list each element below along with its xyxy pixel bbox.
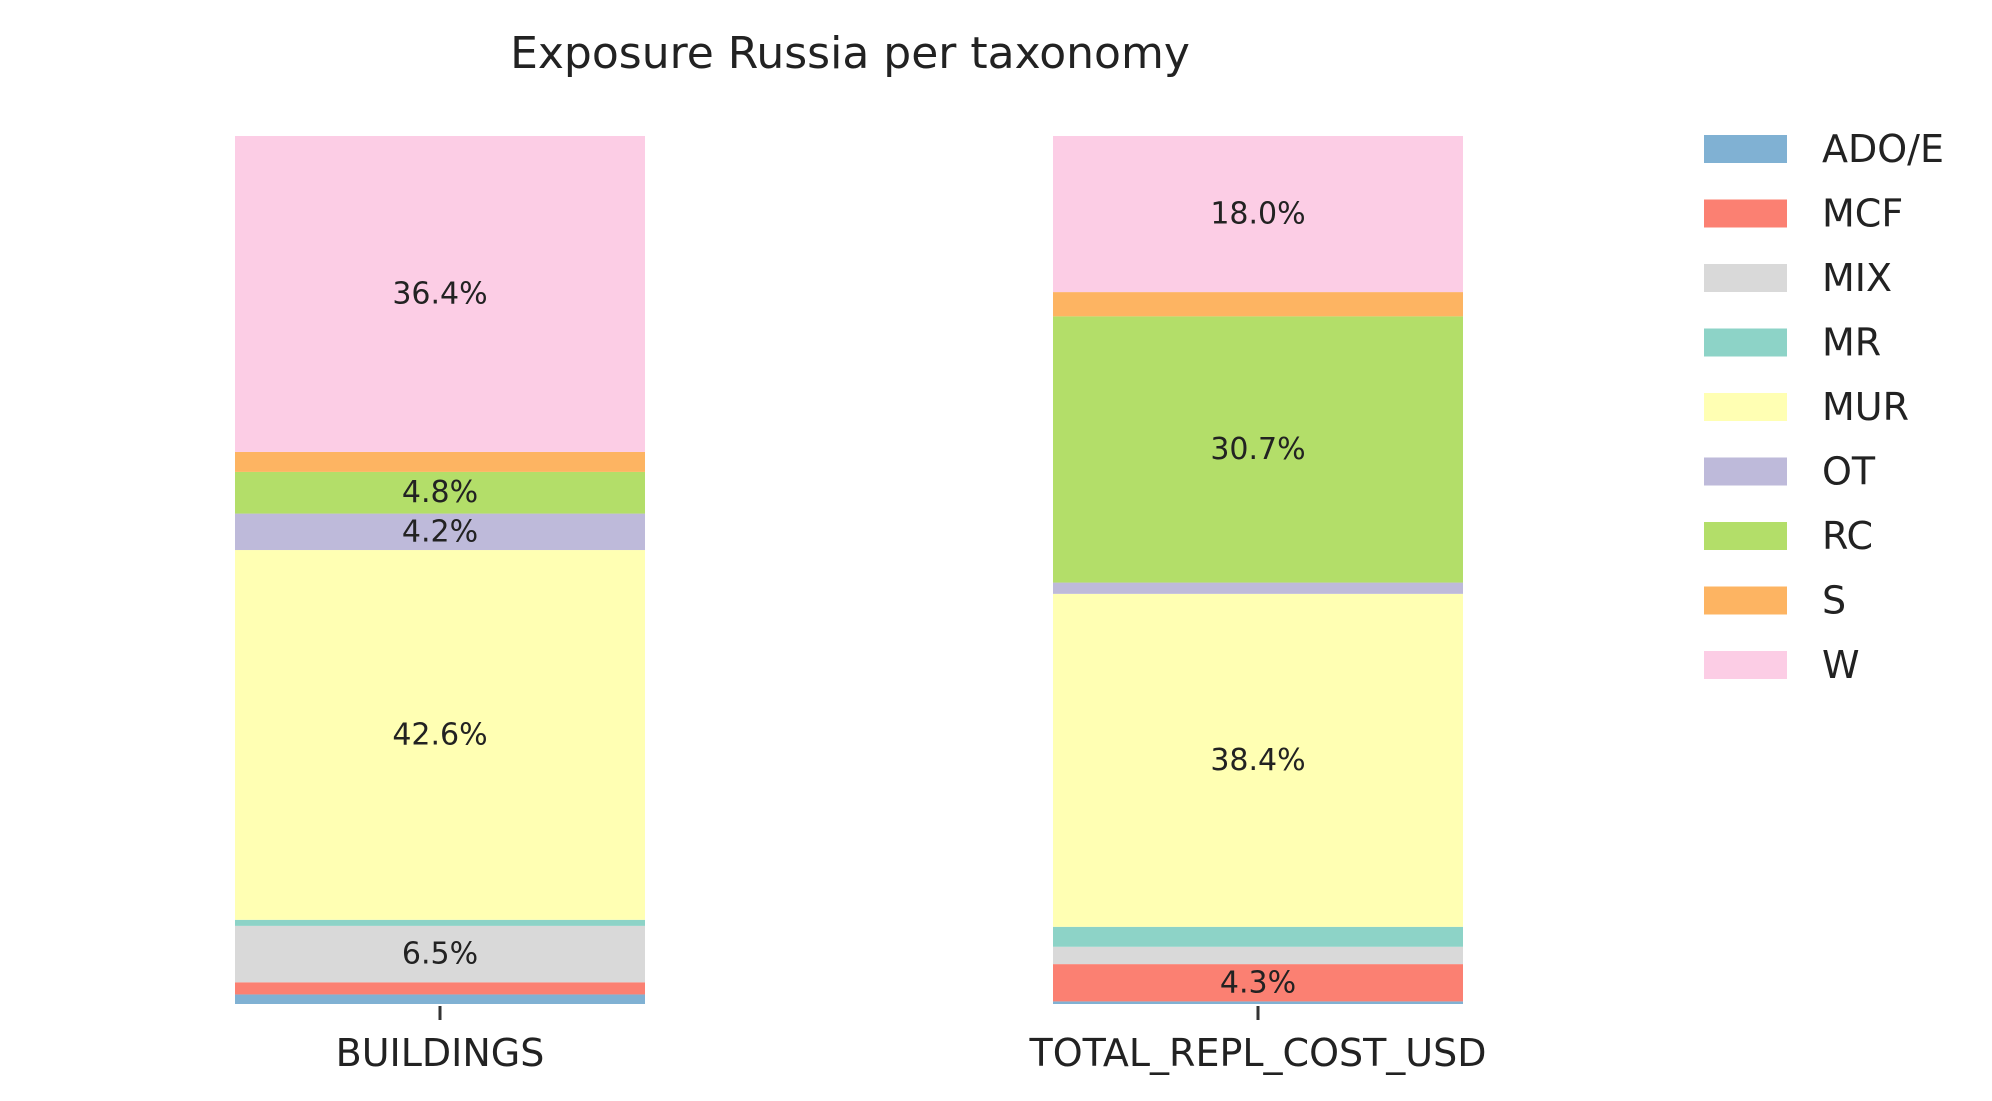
data-label-total-repl-cost-usd-w: 18.0%	[1210, 197, 1305, 232]
data-label-buildings-ot: 4.2%	[402, 514, 478, 549]
data-label-buildings-rc: 4.8%	[402, 475, 478, 510]
bar-segment-total-repl-cost-usd-mcf	[1053, 964, 1463, 1002]
legend-label-s: S	[1822, 579, 1846, 623]
legend-label-w: W	[1822, 643, 1860, 687]
data-label-buildings-w: 36.4%	[392, 276, 487, 311]
bar-segment-total-repl-cost-usd-s	[1053, 292, 1463, 317]
legend-label-ot: OT	[1822, 450, 1876, 494]
legend-label-rc: RC	[1822, 514, 1873, 558]
chart-title: Exposure Russia per taxonomy	[510, 28, 1190, 79]
bar-segment-total-repl-cost-usd-rc	[1053, 316, 1463, 583]
bar-segment-total-repl-cost-usd-ado-e	[1053, 1001, 1463, 1004]
legend-swatch-mr	[1704, 328, 1787, 357]
data-label-buildings-mur: 42.6%	[392, 717, 487, 752]
legend-label-mcf: MCF	[1822, 192, 1903, 236]
data-label-total-repl-cost-usd-mur: 38.4%	[1210, 743, 1305, 778]
bar-segment-total-repl-cost-usd-mur	[1053, 593, 1463, 927]
legend-label-ado-e: ADO/E	[1822, 127, 1944, 171]
legend-swatch-mix	[1704, 264, 1787, 292]
legend: ADO/E MCF MIX MR MUR OT RC SW	[1704, 127, 1944, 687]
bar-segment-buildings-s	[235, 451, 645, 472]
legend-swatch-mcf	[1704, 199, 1787, 228]
x-axis: BUILDINGS TOTAL_REPL_COST_USD	[336, 1006, 1487, 1075]
legend-swatch-mur	[1704, 393, 1787, 421]
bar-segment-buildings-mix	[235, 925, 645, 983]
data-label-total-repl-cost-usd-mcf: 4.3%	[1220, 965, 1296, 1000]
bar-segment-buildings-mur	[235, 550, 645, 920]
bar-segment-buildings-mr	[235, 919, 645, 926]
data-label-buildings-mix: 6.5%	[402, 937, 478, 972]
bar-segment-total-repl-cost-usd-mix	[1053, 946, 1463, 965]
legend-swatch-s	[1704, 586, 1787, 615]
legend-label-mur: MUR	[1822, 385, 1909, 429]
legend-swatch-w	[1704, 651, 1787, 679]
x-tick-label-total-repl-cost-usd: TOTAL_REPL_COST_USD	[1028, 1031, 1486, 1075]
legend-swatch-ado-e	[1704, 135, 1787, 163]
bar-segment-buildings-mcf	[235, 982, 645, 995]
bar-segment-buildings-w	[235, 136, 645, 452]
legend-swatch-ot	[1704, 457, 1787, 486]
data-labels-layer: 6.5% 42.6% 4.2% 4.8% 36.4% 4.3% 38.4% 30.7% 18.0…	[392, 197, 1305, 1001]
legend-label-mix: MIX	[1822, 256, 1892, 300]
bar-segment-buildings-rc	[235, 471, 645, 514]
bars-layer	[235, 136, 1463, 1004]
bar-segment-total-repl-cost-usd-ot	[1053, 582, 1463, 594]
bar-segment-total-repl-cost-usd-mr	[1053, 926, 1463, 947]
bar-segment-buildings-ot	[235, 513, 645, 551]
x-tick-label-buildings: BUILDINGS	[336, 1031, 545, 1075]
bar-segment-total-repl-cost-usd-w	[1053, 136, 1463, 293]
data-label-total-repl-cost-usd-rc: 30.7%	[1210, 432, 1305, 467]
bar-segment-buildings-ado-e	[235, 994, 645, 1004]
legend-swatch-rc	[1704, 522, 1787, 550]
legend-label-mr: MR	[1822, 321, 1881, 365]
